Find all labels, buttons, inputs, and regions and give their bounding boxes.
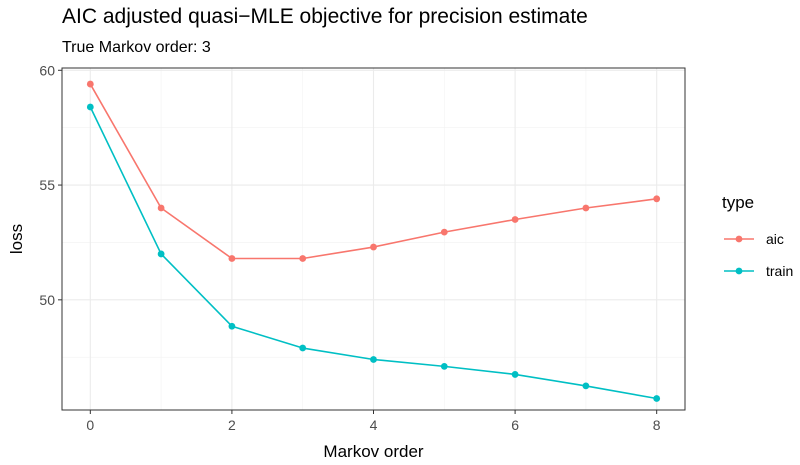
- x-tick-label: 8: [653, 417, 661, 433]
- series-layer: [86, 80, 661, 402]
- major-gridlines: [62, 68, 685, 410]
- chart-title: AIC adjusted quasi−MLE objective for pre…: [62, 5, 588, 28]
- chart-subtitle: True Markov order: 3: [62, 39, 211, 56]
- legend-items: aic train: [724, 231, 793, 279]
- legend-title: type: [722, 193, 754, 212]
- data-point-train: [228, 322, 236, 330]
- data-point-aic: [440, 228, 448, 236]
- legend-key-point-train: [735, 267, 743, 275]
- data-point-train: [86, 103, 94, 111]
- x-tick-label: 6: [511, 417, 519, 433]
- data-point-train: [157, 250, 165, 258]
- x-axis-ticks: 0 2 4 6 8: [86, 410, 661, 433]
- data-point-aic: [228, 255, 236, 262]
- data-point-aic: [299, 255, 307, 262]
- legend: type aic train: [722, 193, 793, 279]
- legend-label-train: train: [766, 263, 793, 279]
- x-tick-label: 0: [86, 417, 94, 433]
- data-point-aic: [370, 243, 377, 251]
- data-point-train: [511, 371, 519, 378]
- data-point-train: [653, 395, 661, 402]
- data-point-aic: [582, 204, 590, 212]
- y-tick-label: 60: [39, 62, 55, 78]
- x-axis-title: Markov order: [323, 442, 423, 461]
- data-point-aic: [653, 195, 661, 203]
- y-tick-label: 50: [39, 292, 55, 308]
- y-tick-label: 55: [39, 177, 55, 193]
- data-point-aic: [511, 216, 519, 223]
- data-point-train: [440, 362, 448, 370]
- data-point-aic: [157, 204, 165, 212]
- legend-key-point-aic: [735, 235, 743, 243]
- y-axis-ticks: 50 55 60: [39, 62, 62, 308]
- data-point-train: [370, 356, 377, 363]
- data-point-train: [299, 344, 307, 352]
- data-point-aic: [86, 80, 94, 88]
- y-axis-title: loss: [7, 224, 26, 254]
- legend-label-aic: aic: [766, 231, 784, 247]
- x-tick-label: 2: [228, 417, 236, 433]
- data-point-train: [582, 382, 590, 390]
- x-tick-label: 4: [370, 417, 378, 433]
- plot-panel: [61, 67, 686, 411]
